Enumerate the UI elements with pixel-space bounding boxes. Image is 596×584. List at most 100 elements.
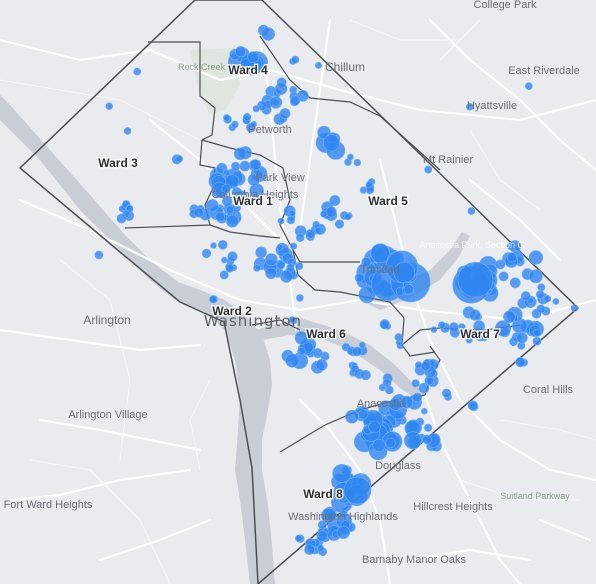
incident-point[interactable] <box>358 409 369 420</box>
incident-point[interactable] <box>430 326 438 333</box>
incident-points[interactable] <box>94 24 579 557</box>
incident-point[interactable] <box>344 213 352 221</box>
incident-point[interactable] <box>535 290 545 299</box>
incident-point[interactable] <box>385 437 396 449</box>
incident-point[interactable] <box>494 320 512 337</box>
incident-point[interactable] <box>314 61 322 69</box>
incident-point[interactable] <box>379 319 390 330</box>
incident-point[interactable] <box>312 220 320 229</box>
incident-point[interactable] <box>231 120 239 129</box>
incident-point[interactable] <box>305 229 316 239</box>
incident-point[interactable] <box>274 82 288 95</box>
incident-point[interactable] <box>223 169 231 177</box>
incident-point[interactable] <box>329 195 341 207</box>
incident-point[interactable] <box>570 304 579 312</box>
incident-point[interactable] <box>552 298 560 305</box>
incident-point[interactable] <box>221 184 231 194</box>
incident-point[interactable] <box>279 108 291 119</box>
incident-point[interactable] <box>532 336 542 346</box>
incident-point[interactable] <box>424 423 433 432</box>
incident-point[interactable] <box>296 89 309 102</box>
incident-point[interactable] <box>285 353 300 368</box>
incident-point[interactable] <box>372 438 386 452</box>
incident-point[interactable] <box>354 273 364 283</box>
incident-point[interactable] <box>297 346 306 356</box>
incident-point[interactable] <box>295 233 305 242</box>
incident-point[interactable] <box>320 210 328 218</box>
incident-point[interactable] <box>403 431 422 450</box>
incident-point[interactable] <box>175 155 184 163</box>
incident-point[interactable] <box>448 322 459 333</box>
incident-point[interactable] <box>533 328 542 337</box>
incident-point[interactable] <box>269 96 283 109</box>
incident-point[interactable] <box>294 331 309 345</box>
incident-point[interactable] <box>295 534 303 543</box>
incident-point[interactable] <box>361 256 372 267</box>
incident-point[interactable] <box>543 295 552 303</box>
incident-point[interactable] <box>231 161 241 171</box>
incident-point[interactable] <box>412 392 423 403</box>
incident-point[interactable] <box>322 134 340 152</box>
incident-point[interactable] <box>473 320 485 332</box>
incident-point[interactable] <box>353 158 361 167</box>
incident-point[interactable] <box>345 409 359 424</box>
incident-point[interactable] <box>524 82 533 90</box>
incident-point[interactable] <box>286 216 296 225</box>
incident-point[interactable] <box>475 332 485 342</box>
incident-point[interactable] <box>225 214 239 228</box>
incident-point[interactable] <box>422 434 433 445</box>
incident-point[interactable] <box>252 105 260 113</box>
incident-point[interactable] <box>255 246 267 259</box>
incident-point[interactable] <box>389 397 402 411</box>
incident-point[interactable] <box>205 199 219 212</box>
incident-point[interactable] <box>291 55 300 64</box>
incident-point[interactable] <box>221 195 233 207</box>
incident-point[interactable] <box>193 207 204 218</box>
incident-point[interactable] <box>225 205 234 214</box>
incident-point[interactable] <box>215 211 225 222</box>
incident-point[interactable] <box>420 361 431 371</box>
incident-point[interactable] <box>218 240 228 250</box>
incident-point[interactable] <box>288 209 296 217</box>
incident-point[interactable] <box>133 67 142 76</box>
incident-point[interactable] <box>346 153 354 161</box>
incident-point[interactable] <box>225 263 235 273</box>
incident-point[interactable] <box>304 544 315 555</box>
incident-point[interactable] <box>325 206 337 218</box>
incident-point[interactable] <box>233 147 247 161</box>
incident-point[interactable] <box>235 45 247 57</box>
incident-point[interactable] <box>233 193 245 205</box>
incident-point[interactable] <box>503 310 516 324</box>
incident-point[interactable] <box>94 250 104 260</box>
incident-point[interactable] <box>265 267 277 280</box>
incident-point[interactable] <box>441 388 452 398</box>
incident-point[interactable] <box>465 103 474 111</box>
incident-point[interactable] <box>498 271 509 282</box>
incident-point[interactable] <box>465 336 473 344</box>
incident-point[interactable] <box>247 51 260 64</box>
incident-point[interactable] <box>223 114 231 122</box>
incident-point[interactable] <box>249 159 262 171</box>
incident-point[interactable] <box>343 476 372 505</box>
incident-point[interactable] <box>437 321 446 329</box>
incident-point[interactable] <box>123 127 132 135</box>
incident-point[interactable] <box>253 264 261 272</box>
incident-point[interactable] <box>227 251 238 262</box>
incident-point[interactable] <box>334 219 345 229</box>
incident-point[interactable] <box>290 95 301 106</box>
incident-point[interactable] <box>243 112 252 122</box>
incident-point[interactable] <box>370 243 391 263</box>
incident-point[interactable] <box>516 332 528 344</box>
incident-point[interactable] <box>467 207 476 215</box>
incident-point[interactable] <box>276 244 284 251</box>
incident-point[interactable] <box>295 262 304 271</box>
incident-point[interactable] <box>316 530 328 542</box>
incident-point[interactable] <box>469 309 481 321</box>
incident-point[interactable] <box>394 333 403 342</box>
incident-point[interactable] <box>277 217 285 225</box>
incident-point[interactable] <box>201 248 212 259</box>
incident-point[interactable] <box>365 180 373 188</box>
incident-point[interactable] <box>221 256 228 264</box>
